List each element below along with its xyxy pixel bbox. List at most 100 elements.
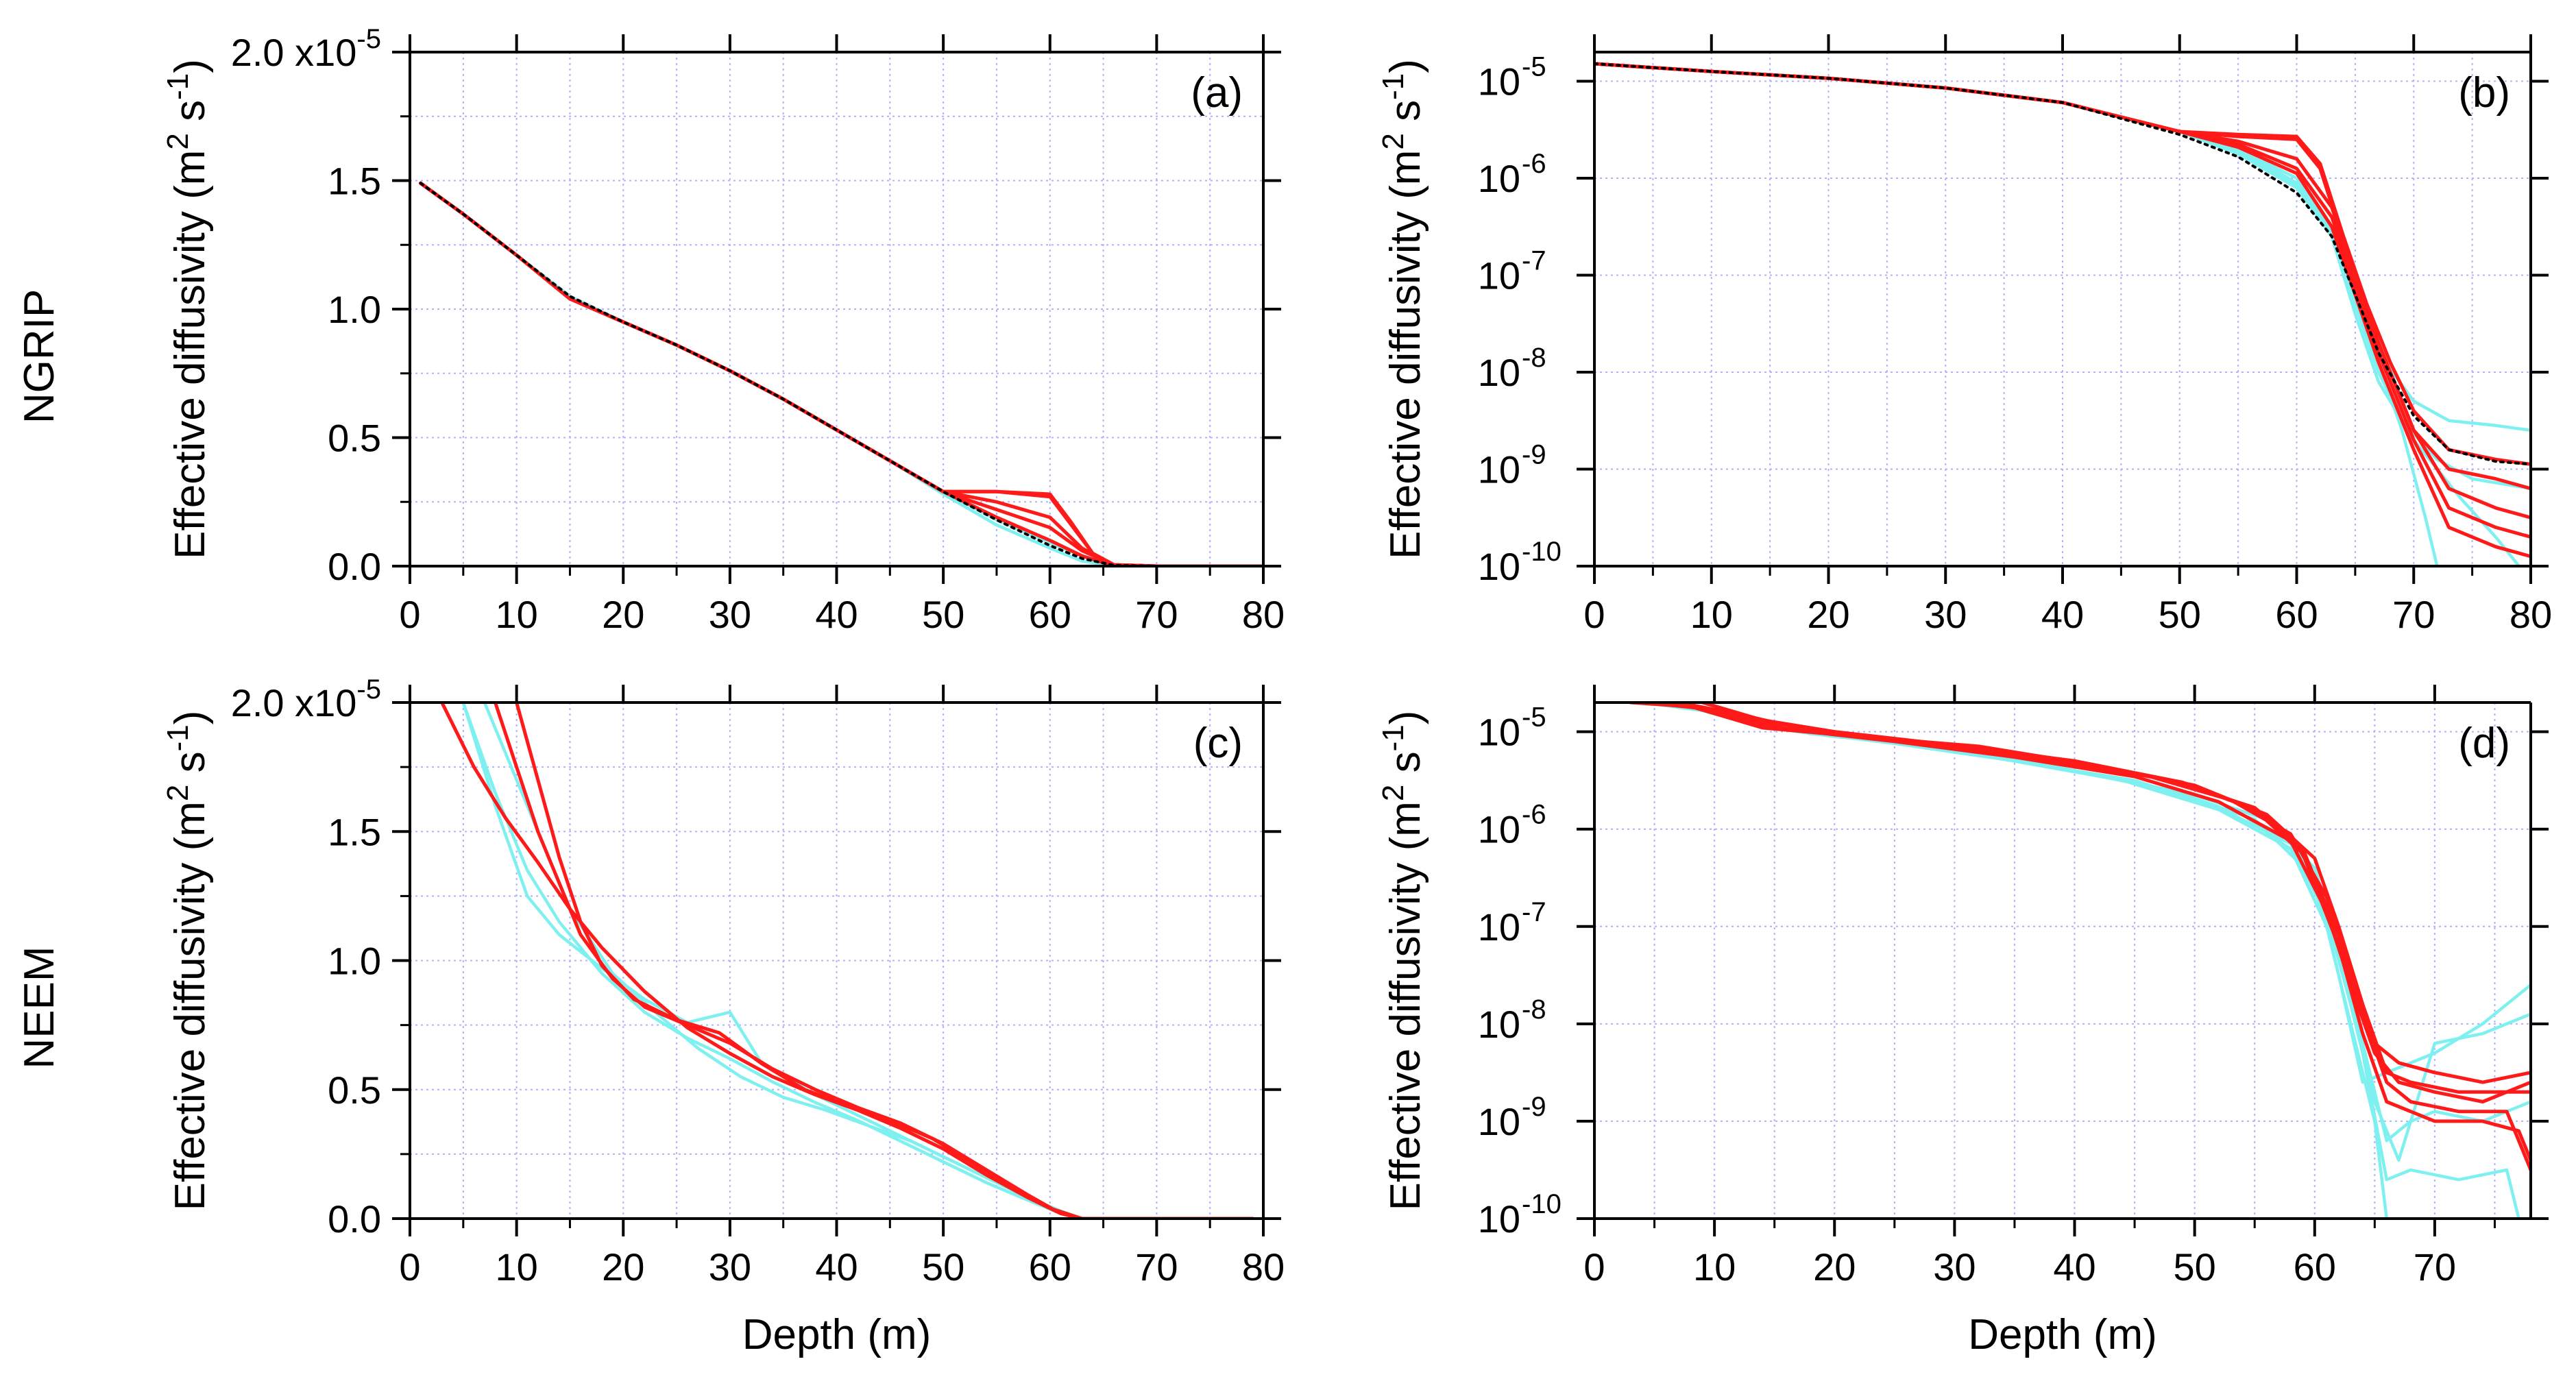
x-tick-label: 10	[495, 593, 537, 636]
y-tick-exponent: -10	[1522, 1189, 1562, 1219]
series-line-ensemble_b-5	[515, 703, 1254, 1219]
y-tick-label: 10	[1478, 254, 1520, 297]
row-label-neem: NEEM	[16, 946, 63, 1069]
y-tick-mantissa: 10	[1478, 1003, 1520, 1046]
y-tick-mantissa: 10	[1478, 808, 1520, 851]
y-axis-title-end: )	[1382, 59, 1429, 73]
x-tick-label: 60	[1029, 593, 1071, 636]
y-tick-exponent: -8	[1522, 343, 1546, 373]
gridlines	[410, 52, 1263, 566]
y-axis-title: Effective diffusivity (m2 s-1)	[1376, 59, 1429, 559]
y-axis-title-end: )	[1382, 711, 1429, 725]
x-tick-label: 10	[1690, 593, 1733, 636]
y-tick-label: 10	[1478, 545, 1520, 588]
x-tick-label: 10	[495, 1245, 537, 1289]
y-axis-title-end: )	[167, 711, 214, 725]
series-line-reference-7	[419, 182, 1263, 566]
y-axis-title-text: Effective diffusivity (m	[167, 150, 214, 559]
y-tick-label: 10	[1478, 808, 1520, 851]
y-tick-mantissa: 10	[1478, 60, 1520, 103]
y-tick-label: 0.0	[328, 1197, 381, 1241]
x-tick-label: 80	[1242, 1245, 1285, 1289]
y-tick-label: 10	[1478, 1197, 1520, 1241]
gridlines	[1594, 52, 2531, 566]
y-tick-label: 1.5	[328, 160, 381, 203]
x-tick-label: 40	[2053, 1245, 2095, 1289]
y-tick-label-exponent: -5	[356, 674, 381, 705]
x-tick-label: 10	[1693, 1245, 1736, 1289]
y-tick-exponent: -8	[1522, 994, 1546, 1025]
y-tick-mantissa: 10	[1478, 545, 1520, 588]
y-tick-exponent: -5	[1522, 51, 1546, 82]
gridlines	[410, 703, 1263, 1219]
row-label-ngrip: NGRIP	[16, 289, 63, 424]
y-tick-label-text: 0.0	[328, 545, 381, 588]
y-axis-title-sup2: -1	[1376, 73, 1410, 100]
x-tick-label: 40	[2041, 593, 2084, 636]
y-tick-mantissa: 10	[1478, 254, 1520, 297]
y-tick-label-text: 1.0	[328, 288, 381, 331]
y-tick-exponent: -6	[1522, 149, 1546, 179]
y-tick-mantissa: 10	[1478, 1197, 1520, 1241]
y-tick-label: 2.0 x10-5	[231, 24, 381, 74]
y-tick-exponent: -7	[1522, 245, 1546, 276]
y-axis-title-sup1: 2	[1376, 785, 1410, 801]
panel-c-neem-linear: 0 10 20 30 40 50 60 70 80 0.0 0.5 1.0 1.5 2.0 x10-5 Ef…	[161, 674, 1285, 1358]
y-tick-label: 10	[1478, 351, 1520, 394]
series-line-ensemble_a-1	[461, 703, 1254, 1219]
x-tick-label: 50	[2173, 1245, 2215, 1289]
y-axis-title-text: Effective diffusivity (m	[167, 801, 214, 1210]
x-tick-label: 70	[1135, 593, 1178, 636]
panel-label: (d)	[2458, 720, 2510, 767]
x-tick-label: 20	[1813, 1245, 1856, 1289]
x-tick-label: 20	[602, 1245, 644, 1289]
y-tick-label: 10	[1478, 711, 1520, 754]
panel-d-neem-log: 0 10 20 30 40 50 60 7010-1010-910-810-710-610-5…	[1376, 685, 2549, 1358]
y-tick-label: 0.0	[328, 545, 381, 588]
y-tick-label-text: 0.5	[328, 1069, 381, 1112]
x-tick-label: 0	[1583, 593, 1605, 636]
y-tick-label: 2.0 x10-5	[231, 674, 381, 724]
y-tick-label-text: 0.5	[328, 417, 381, 460]
y-axis-title-sup2: -1	[161, 73, 195, 100]
series-line-ensemble_b-9	[1640, 703, 2531, 1103]
series-group	[1594, 62, 2531, 566]
x-tick-label: 60	[2275, 593, 2318, 636]
y-tick-exponent: -9	[1522, 439, 1546, 469]
x-tick-label: 60	[2294, 1245, 2336, 1289]
y-axis-title-sup2: -1	[1376, 724, 1410, 751]
panel-label: (a)	[1191, 69, 1243, 117]
x-tick-label: 50	[922, 1245, 964, 1289]
y-tick-mantissa: 10	[1478, 448, 1520, 491]
y-axis-title-mid: s	[167, 100, 214, 133]
x-tick-label: 50	[922, 593, 964, 636]
y-tick-label-text: 2.0 x10	[231, 681, 357, 724]
y-tick-label-text: 1.5	[328, 160, 381, 203]
x-axis-title: Depth (m)	[742, 1311, 932, 1358]
panel-b-ngrip-log: 0 10 20 30 40 50 60 70 8010-1010-910-810-710-610…	[1376, 34, 2552, 636]
x-tick-label: 60	[1029, 1245, 1071, 1289]
y-tick-mantissa: 10	[1478, 711, 1520, 754]
y-tick-label-text: 2.0 x10	[231, 31, 357, 74]
y-tick-mantissa: 10	[1478, 905, 1520, 949]
y-axis-title-mid: s	[167, 751, 214, 784]
y-tick-mantissa: 10	[1478, 157, 1520, 200]
y-tick-label-exponent: -5	[356, 24, 381, 54]
x-tick-label: 80	[1242, 593, 1285, 636]
y-tick-label: 10	[1478, 60, 1520, 103]
y-axis-title-mid: s	[1382, 100, 1429, 133]
panel-label: (b)	[2458, 69, 2510, 117]
y-tick-exponent: -6	[1522, 800, 1546, 830]
x-tick-label: 0	[399, 593, 420, 636]
y-tick-mantissa: 10	[1478, 1100, 1520, 1143]
x-tick-label: 80	[2510, 593, 2552, 636]
series-line-ensemble_b-8	[1701, 703, 2531, 1162]
y-tick-label-text: 1.5	[328, 810, 381, 853]
x-tick-label: 40	[815, 1245, 858, 1289]
x-tick-label: 0	[1583, 1245, 1605, 1289]
x-tick-label: 0	[399, 1245, 420, 1289]
series-group	[419, 181, 1263, 566]
y-tick-label: 0.5	[328, 417, 381, 460]
